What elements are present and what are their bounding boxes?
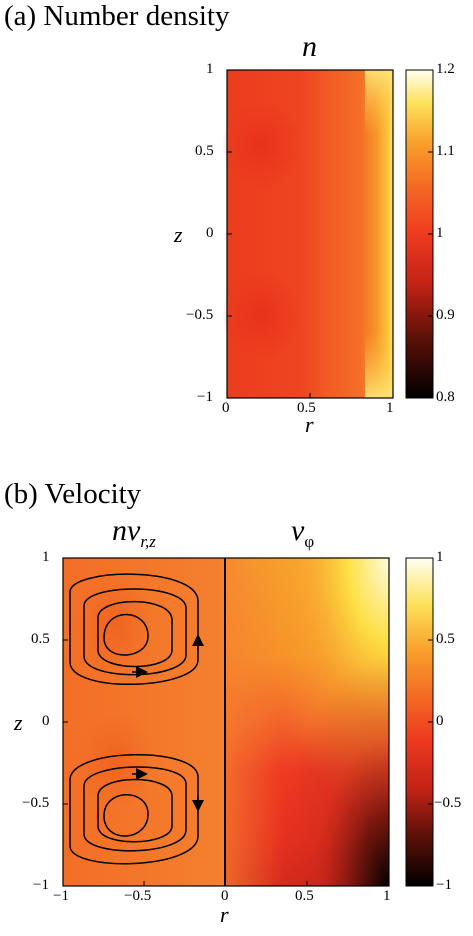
b-ylabel: z	[14, 710, 23, 735]
density-edge-highlight	[365, 70, 393, 398]
streamline-upper-outer	[69, 573, 199, 685]
streamlines-lower	[69, 754, 199, 865]
panel-b-title: (b) Velocity	[4, 478, 142, 510]
streamline-upper-inner	[97, 600, 173, 668]
panel-b-left-title: nvr,z	[112, 514, 156, 552]
cb-b-tick-m0.5: −0.5	[434, 795, 462, 811]
a-ytick-1: 1	[206, 61, 214, 77]
a-ytick-0: 0	[206, 225, 214, 241]
streamline-lower-core	[103, 794, 149, 837]
panel-a-title: (a) Number density	[4, 0, 230, 32]
a-ytick-m0.5: −0.5	[186, 307, 214, 323]
a-ytick-m1: −1	[197, 389, 213, 405]
b-ytick-0: 0	[42, 713, 50, 729]
streamline-upper-mid	[83, 588, 187, 676]
cb-a-tick-1.2: 1.2	[436, 61, 455, 77]
panel-a-plot-title: n	[302, 30, 317, 63]
b-ytick-m1: −1	[33, 877, 49, 893]
density-low-spot-upper	[222, 100, 302, 190]
cb-b-tick-1: 1	[436, 549, 444, 565]
streamline-lower-mid	[83, 766, 187, 852]
panel-b-plot	[62, 557, 434, 887]
left-title-sub: r,z	[140, 532, 156, 551]
b-xlabel: r	[220, 902, 229, 927]
cb-a-tick-0.8: 0.8	[436, 389, 455, 405]
panel-a-plot	[222, 69, 434, 399]
panel-b-right-title: vφ	[291, 514, 314, 552]
cb-a-tick-0.9: 0.9	[436, 307, 455, 323]
b-ytick-m0.5: −0.5	[22, 795, 50, 811]
azimuthal-axis-blend	[225, 558, 389, 886]
streamlines-upper	[69, 573, 199, 685]
flow-arrows	[132, 634, 204, 812]
streamline-upper-core	[103, 613, 149, 656]
density-low-spot-lower	[222, 270, 302, 360]
right-title-main: v	[291, 514, 305, 547]
left-title-main: nv	[112, 514, 141, 547]
a-ylabel: z	[174, 222, 183, 247]
a-xtick-0: 0	[222, 400, 230, 416]
cb-b-tick-0.5: 0.5	[436, 631, 455, 647]
a-xtick-1: 1	[386, 400, 394, 416]
right-title-sub: φ	[304, 532, 315, 551]
a-xlabel: r	[305, 412, 314, 437]
flux-spot-upper	[77, 575, 153, 675]
streamline-lower-outer	[69, 754, 199, 865]
b-xtick-m1: −1	[53, 888, 69, 904]
cb-a-tick-1.1: 1.1	[436, 143, 455, 159]
b-xtick-0.5: 0.5	[295, 888, 314, 904]
flux-spot-lower	[77, 710, 153, 810]
b-ytick-1: 1	[42, 549, 50, 565]
b-ytick-0.5: 0.5	[31, 631, 50, 647]
a-xtick-0.5: 0.5	[297, 400, 316, 416]
cb-a-tick-1: 1	[436, 225, 444, 241]
b-xtick-1: 1	[383, 888, 391, 904]
cb-b-tick-m1: −1	[436, 877, 452, 893]
cb-b-tick-0: 0	[436, 713, 444, 729]
colorbar-b	[405, 557, 434, 887]
b-xtick-0: 0	[221, 888, 229, 904]
streamline-lower-inner	[97, 778, 173, 843]
a-ytick-0.5: 0.5	[195, 143, 214, 159]
b-xtick-m0.5: −0.5	[124, 888, 152, 904]
